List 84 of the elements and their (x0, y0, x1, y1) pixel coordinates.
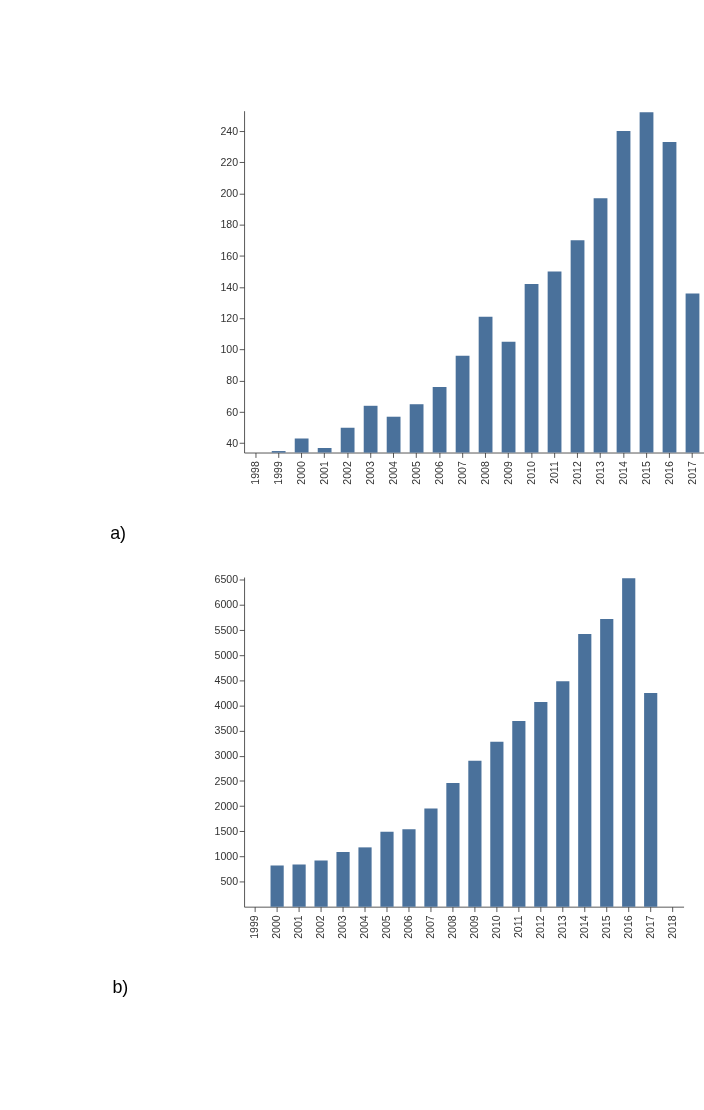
x-tick-label: 2005 (409, 461, 422, 485)
bar (556, 681, 570, 907)
bar (534, 701, 548, 907)
y-tick-label: 240 (220, 124, 239, 137)
text: b) (112, 976, 129, 997)
y-tick-label: 3500 (214, 724, 239, 737)
y-tick-label: 80 (226, 374, 239, 387)
y-tick-label: 4500 (214, 673, 239, 686)
x-tick-label: 2007 (424, 915, 437, 939)
x-tick-label: 2017 (643, 915, 656, 939)
y-tick-label: 2000 (214, 799, 239, 812)
x-tick-label: 2001 (292, 915, 305, 939)
x-tick-label: 2006 (402, 915, 415, 939)
x-tick-label: 2013 (593, 461, 606, 485)
x-tick-label: 2002 (340, 461, 353, 485)
x-tick-label: 2010 (490, 915, 503, 939)
x-tick-label: 2016 (621, 915, 634, 939)
y-tick-label: 100 (220, 343, 239, 356)
x-tick-label: 2000 (294, 461, 307, 485)
x-tick-label: 2014 (616, 461, 629, 485)
x-tick-label: 1999 (248, 915, 261, 939)
x-tick-label: 2002 (314, 915, 327, 939)
bar (512, 721, 526, 907)
bar (578, 634, 592, 907)
x-tick-label: 2017 (685, 461, 698, 485)
y-tick-label: 1000 (214, 850, 239, 863)
bar (358, 847, 372, 907)
y-tick-label: 500 (220, 875, 239, 888)
x-tick-label: 2012 (570, 461, 583, 485)
x-tick-label: 2012 (534, 915, 547, 939)
x-tick-label: 1998 (248, 461, 261, 485)
x-tick-label: 2016 (662, 461, 675, 485)
y-tick-label: 4000 (214, 699, 239, 712)
bar (644, 692, 658, 907)
x-tick-label: 2018 (665, 915, 678, 939)
bar (270, 865, 284, 907)
y-tick-label: 1500 (214, 824, 239, 837)
y-tick-label: 2500 (214, 774, 239, 787)
bar (380, 831, 394, 907)
x-tick-label: 2007 (455, 461, 468, 485)
x-tick-label: 2008 (446, 915, 459, 939)
bar (622, 578, 636, 907)
x-tick-label: 2004 (386, 461, 399, 485)
bar (424, 808, 438, 907)
x-tick-label: 2001 (317, 461, 330, 485)
x-tick-label: 2011 (512, 915, 525, 939)
x-tick-label: 2003 (336, 915, 349, 939)
y-tick-label: 140 (220, 280, 239, 293)
bar (336, 851, 350, 907)
x-tick-label: 2011 (547, 461, 560, 484)
x-tick-label: 2009 (501, 461, 514, 485)
y-tick-label: 6000 (214, 598, 239, 611)
y-tick-label: 6500 (214, 573, 239, 586)
x-tick-label: 2013 (556, 915, 569, 939)
bar (314, 860, 328, 907)
y-tick-label: 40 (226, 436, 239, 449)
bar (600, 618, 614, 907)
bar (446, 782, 460, 907)
x-tick-label: 2015 (600, 915, 612, 939)
x-tick-label: 2006 (432, 461, 445, 485)
y-tick-label: 200 (220, 187, 239, 200)
bar (402, 829, 416, 907)
bar (468, 760, 482, 907)
y-tick-label: 5500 (214, 623, 239, 636)
y-tick-label: 220 (220, 155, 239, 168)
x-tick-label: 2005 (380, 915, 393, 939)
bar (490, 741, 504, 907)
x-tick-label: 2009 (468, 915, 481, 939)
x-tick-label: 2008 (478, 461, 491, 485)
x-tick-label: 2003 (363, 461, 376, 485)
y-tick-label: 5000 (214, 648, 239, 661)
y-tick-label: 120 (220, 312, 239, 325)
x-tick-label: 2010 (524, 461, 537, 485)
y-tick-label: 160 (220, 249, 239, 262)
y-tick-label: 60 (226, 405, 239, 418)
text: a) (110, 522, 127, 543)
x-tick-label: 2000 (270, 915, 283, 939)
bar (292, 864, 306, 907)
x-tick-label: 2014 (578, 915, 591, 939)
x-tick-label: 2004 (358, 915, 371, 939)
y-tick-label: 180 (220, 218, 239, 231)
x-tick-label: 1999 (271, 461, 284, 485)
y-tick-label: 3000 (214, 749, 239, 762)
x-tick-label: 2015 (639, 461, 652, 485)
